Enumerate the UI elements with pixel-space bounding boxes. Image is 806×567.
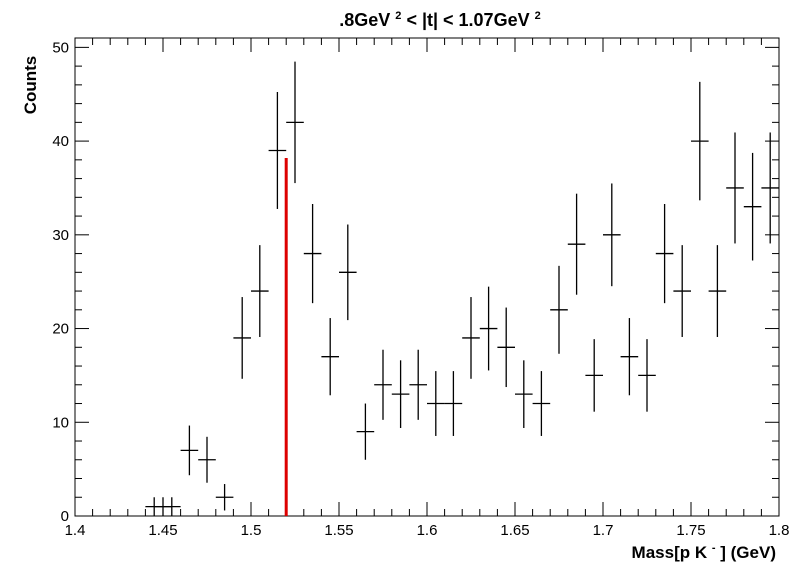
chart-title: .8GeV 2 < |t| < 1.07GeV 2 xyxy=(339,3,540,30)
y-tick-label: 10 xyxy=(52,414,69,431)
plot-layer: 1.4 1.45 1.5 1.55 1.6 1.65 1.7 1.75 1.8 0 10 20 30 40… xyxy=(52,37,790,539)
y-tick-label: 20 xyxy=(52,321,69,338)
y-tick-label: 50 xyxy=(52,39,69,56)
x-tick-label: 1.75 xyxy=(676,522,705,539)
x-axis-title-prefix: Mass[p K xyxy=(632,543,708,562)
x-axis-title-superscript: - xyxy=(712,542,716,554)
chart-title-middle: < |t| < 1.07GeV xyxy=(406,10,529,30)
x-tick-label: 1.55 xyxy=(324,522,353,539)
x-tick-label: 1.7 xyxy=(593,522,614,539)
chart-title-superscript-2: 2 xyxy=(535,10,541,22)
x-axis-title: Mass[p K - ] (GeV) xyxy=(632,536,776,562)
x-tick-label: 1.65 xyxy=(500,522,529,539)
x-axis-title-suffix: ] (GeV) xyxy=(720,543,776,562)
y-axis-title: Counts xyxy=(21,56,40,115)
plot-frame xyxy=(74,37,780,517)
x-tick-label: 1.45 xyxy=(148,522,177,539)
x-tick-label: 1.4 xyxy=(65,522,86,539)
x-tick-label: 1.8 xyxy=(769,522,790,539)
chart-title-prefix: .8GeV xyxy=(339,10,390,30)
y-tick-label: 30 xyxy=(52,227,69,244)
y-tick-label: 40 xyxy=(52,133,69,150)
chart-title-superscript-1: 2 xyxy=(395,10,401,22)
y-tick-label: 0 xyxy=(61,508,69,525)
x-tick-label: 1.5 xyxy=(241,522,262,539)
x-tick-label: 1.6 xyxy=(417,522,438,539)
